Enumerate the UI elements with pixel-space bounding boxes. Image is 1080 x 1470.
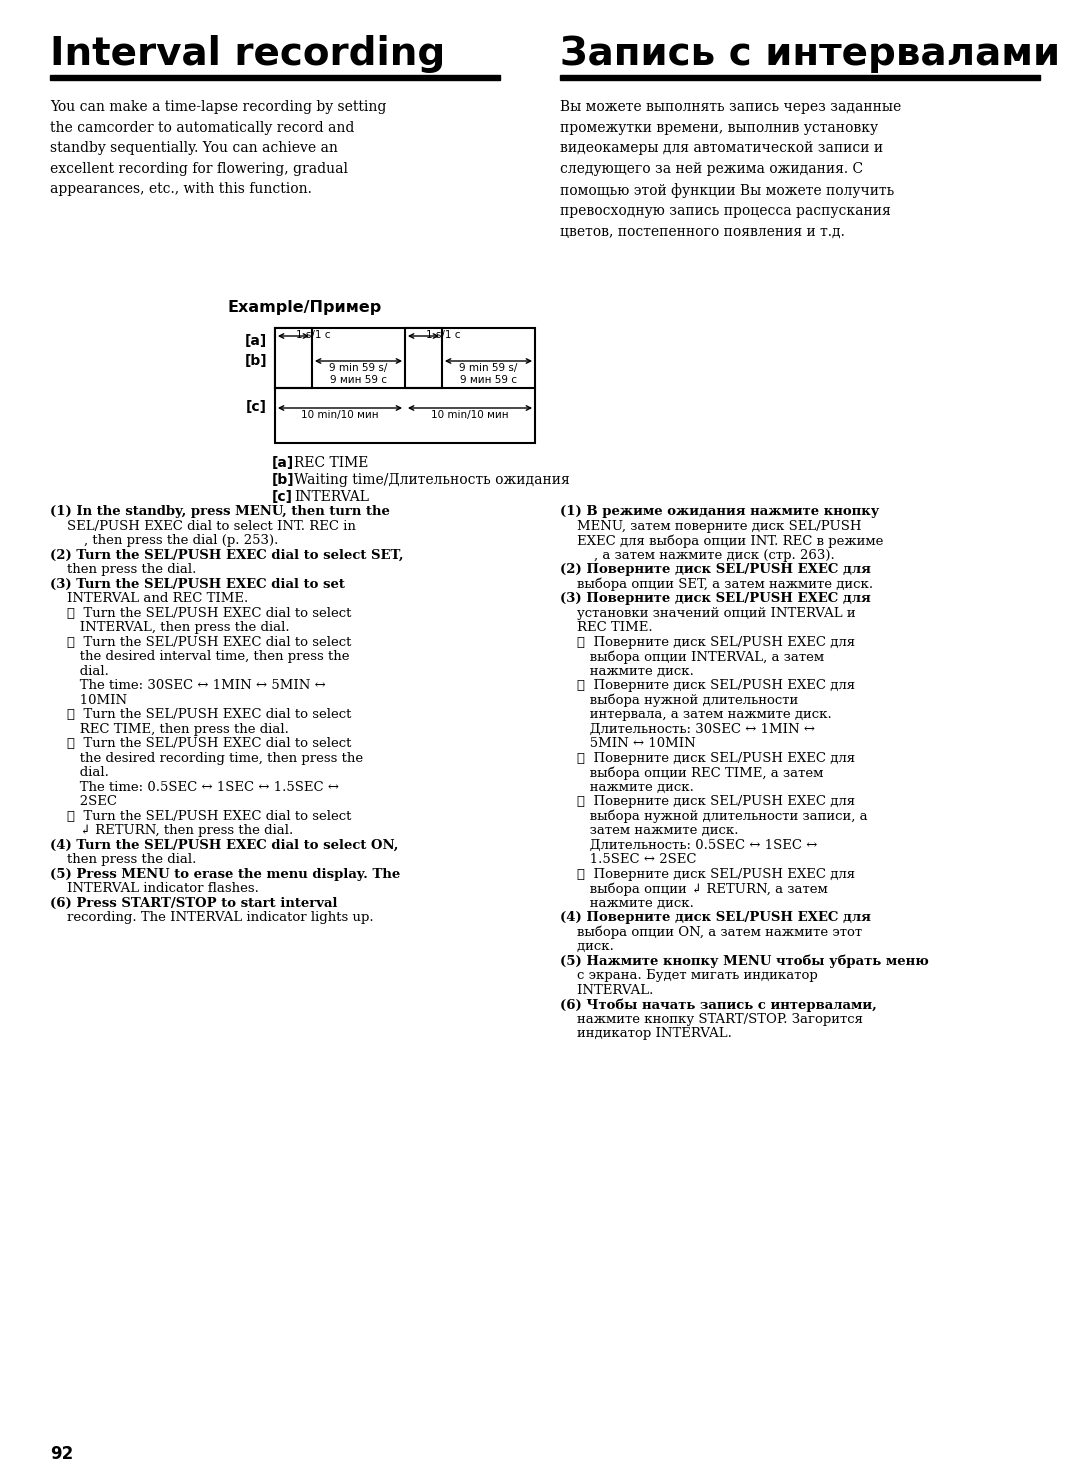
Text: Вы можете выполнять запись через заданные
промежутки времени, выполнив установку: Вы можете выполнять запись через заданны… [561, 100, 901, 240]
Text: выбора нужной длительности: выбора нужной длительности [561, 694, 798, 707]
Text: (1) In the standby, press MENU, then turn the: (1) In the standby, press MENU, then tur… [50, 506, 390, 517]
Text: выбора опции SET, а затем нажмите диск.: выбора опции SET, а затем нажмите диск. [561, 578, 873, 591]
Text: 1 s/1 с: 1 s/1 с [296, 329, 330, 340]
Text: REC TIME.: REC TIME. [561, 620, 652, 634]
Text: INTERVAL, then press the dial.: INTERVAL, then press the dial. [50, 620, 289, 634]
Text: выбора опции REC TIME, а затем: выбора опции REC TIME, а затем [561, 766, 823, 779]
Text: [a]: [a] [272, 456, 294, 470]
Text: INTERVAL indicator flashes.: INTERVAL indicator flashes. [50, 882, 259, 895]
Text: then press the dial.: then press the dial. [50, 563, 197, 576]
Text: REC TIME, then press the dial.: REC TIME, then press the dial. [50, 722, 288, 735]
Text: выбора нужной длительности записи, а: выбора нужной длительности записи, а [561, 810, 867, 823]
Text: нажмите кнопку START/STOP. Загорится: нажмите кнопку START/STOP. Загорится [561, 1013, 863, 1026]
Text: (6) Чтобы начать запись с интервалами,: (6) Чтобы начать запись с интервалами, [561, 998, 877, 1011]
Text: the desired interval time, then press the: the desired interval time, then press th… [50, 650, 350, 663]
Text: the desired recording time, then press the: the desired recording time, then press t… [50, 751, 363, 764]
Text: 2SEC: 2SEC [50, 795, 117, 809]
Text: SEL/PUSH EXEC dial to select INT. REC in: SEL/PUSH EXEC dial to select INT. REC in [50, 519, 356, 532]
Text: Example/Пример: Example/Пример [228, 300, 382, 315]
Text: с экрана. Будет мигать индикатор: с экрана. Будет мигать индикатор [561, 969, 818, 982]
Text: диск.: диск. [561, 939, 613, 953]
Text: [b]: [b] [244, 354, 267, 368]
Text: 1.5SEC ↔ 2SEC: 1.5SEC ↔ 2SEC [561, 853, 697, 866]
Text: REC TIME: REC TIME [294, 456, 368, 470]
Text: Запись с интервалами: Запись с интервалами [561, 35, 1061, 74]
Text: ⑤  Поверните диск SEL/PUSH EXEC для: ⑤ Поверните диск SEL/PUSH EXEC для [561, 867, 855, 881]
Text: ↲ RETURN, then press the dial.: ↲ RETURN, then press the dial. [50, 825, 294, 836]
Text: Interval recording: Interval recording [50, 35, 445, 74]
Text: The time: 30SEC ↔ 1MIN ↔ 5MIN ↔: The time: 30SEC ↔ 1MIN ↔ 5MIN ↔ [50, 679, 326, 692]
Text: ⑤  Turn the SEL/PUSH EXEC dial to select: ⑤ Turn the SEL/PUSH EXEC dial to select [50, 810, 351, 823]
Text: (4) Поверните диск SEL/PUSH EXEC для: (4) Поверните диск SEL/PUSH EXEC для [561, 911, 870, 925]
Text: (4) Turn the SEL/PUSH EXEC dial to select ON,: (4) Turn the SEL/PUSH EXEC dial to selec… [50, 838, 399, 851]
Text: индикатор INTERVAL.: индикатор INTERVAL. [561, 1028, 732, 1039]
Text: INTERVAL: INTERVAL [294, 490, 369, 504]
Text: затем нажмите диск.: затем нажмите диск. [561, 825, 739, 836]
Text: INTERVAL.: INTERVAL. [561, 983, 653, 997]
Bar [50, 75, 500, 79]
Text: 10MIN: 10MIN [50, 694, 127, 707]
Text: (6) Press START/STOP to start interval: (6) Press START/STOP to start interval [50, 897, 337, 910]
Text: выбора опции INTERVAL, а затем: выбора опции INTERVAL, а затем [561, 650, 824, 663]
Text: (5) Press MENU to erase the menu display. The: (5) Press MENU to erase the menu display… [50, 867, 401, 881]
Text: (2) Поверните диск SEL/PUSH EXEC для: (2) Поверните диск SEL/PUSH EXEC для [561, 563, 870, 576]
Text: then press the dial.: then press the dial. [50, 853, 197, 866]
Text: ③  Turn the SEL/PUSH EXEC dial to select: ③ Turn the SEL/PUSH EXEC dial to select [50, 709, 351, 720]
Text: 10 min/10 мин: 10 min/10 мин [431, 410, 509, 420]
Text: The time: 0.5SEC ↔ 1SEC ↔ 1.5SEC ↔: The time: 0.5SEC ↔ 1SEC ↔ 1.5SEC ↔ [50, 781, 339, 794]
Text: 92: 92 [50, 1445, 73, 1463]
Bar [405, 328, 442, 388]
Text: установки значений опций INTERVAL и: установки значений опций INTERVAL и [561, 607, 855, 619]
Bar [561, 75, 1040, 79]
Text: You can make a time-lapse recording by setting
the camcorder to automatically re: You can make a time-lapse recording by s… [50, 100, 387, 197]
Text: 10 min/10 мин: 10 min/10 мин [301, 410, 379, 420]
Text: выбора опции ON, а затем нажмите этот: выбора опции ON, а затем нажмите этот [561, 926, 862, 939]
Text: нажмите диск.: нажмите диск. [561, 664, 693, 678]
Text: , а затем нажмите диск (стр. 263).: , а затем нажмите диск (стр. 263). [561, 548, 835, 562]
Text: ②  Поверните диск SEL/PUSH EXEC для: ② Поверните диск SEL/PUSH EXEC для [561, 679, 855, 692]
Text: [c]: [c] [272, 490, 293, 504]
Text: (3) Поверните диск SEL/PUSH EXEC для: (3) Поверните диск SEL/PUSH EXEC для [561, 592, 870, 606]
Text: 5MIN ↔ 10MIN: 5MIN ↔ 10MIN [561, 736, 696, 750]
Text: dial.: dial. [50, 664, 109, 678]
Text: ②  Turn the SEL/PUSH EXEC dial to select: ② Turn the SEL/PUSH EXEC dial to select [50, 635, 351, 648]
Text: ①  Поверните диск SEL/PUSH EXEC для: ① Поверните диск SEL/PUSH EXEC для [561, 635, 855, 648]
Text: Длительность: 30SEC ↔ 1MIN ↔: Длительность: 30SEC ↔ 1MIN ↔ [561, 722, 815, 735]
Text: 9 min 59 s/
9 мин 59 с: 9 min 59 s/ 9 мин 59 с [459, 363, 517, 385]
Text: (2) Turn the SEL/PUSH EXEC dial to select SET,: (2) Turn the SEL/PUSH EXEC dial to selec… [50, 548, 404, 562]
Text: [b]: [b] [272, 473, 295, 487]
Bar [275, 328, 535, 442]
Text: (3) Turn the SEL/PUSH EXEC dial to set: (3) Turn the SEL/PUSH EXEC dial to set [50, 578, 345, 591]
Text: EXEC для выбора опции INT. REC в режиме: EXEC для выбора опции INT. REC в режиме [561, 534, 883, 547]
Text: 1 s/1 с: 1 s/1 с [426, 329, 460, 340]
Bar [275, 328, 312, 388]
Text: ①  Turn the SEL/PUSH EXEC dial to select: ① Turn the SEL/PUSH EXEC dial to select [50, 607, 351, 619]
Text: INTERVAL and REC TIME.: INTERVAL and REC TIME. [50, 592, 248, 606]
Text: ④  Turn the SEL/PUSH EXEC dial to select: ④ Turn the SEL/PUSH EXEC dial to select [50, 736, 351, 750]
Text: MENU, затем поверните диск SEL/PUSH: MENU, затем поверните диск SEL/PUSH [561, 519, 862, 532]
Text: , then press the dial (p. 253).: , then press the dial (p. 253). [50, 534, 279, 547]
Text: ③  Поверните диск SEL/PUSH EXEC для: ③ Поверните диск SEL/PUSH EXEC для [561, 751, 855, 764]
Text: [c]: [c] [246, 400, 267, 415]
Text: Waiting time/Длительность ожидания: Waiting time/Длительность ожидания [294, 473, 570, 487]
Text: recording. The INTERVAL indicator lights up.: recording. The INTERVAL indicator lights… [50, 911, 374, 925]
Text: [a]: [a] [245, 334, 267, 348]
Text: выбора опции ↲ RETURN, а затем: выбора опции ↲ RETURN, а затем [561, 882, 827, 895]
Text: нажмите диск.: нажмите диск. [561, 897, 693, 910]
Text: интервала, а затем нажмите диск.: интервала, а затем нажмите диск. [561, 709, 832, 720]
Text: dial.: dial. [50, 766, 109, 779]
Text: Длительность: 0.5SEC ↔ 1SEC ↔: Длительность: 0.5SEC ↔ 1SEC ↔ [561, 838, 818, 851]
Text: (5) Нажмите кнопку MENU чтобы убрать меню: (5) Нажмите кнопку MENU чтобы убрать мен… [561, 954, 929, 969]
Text: нажмите диск.: нажмите диск. [561, 781, 693, 794]
Text: 9 min 59 s/
9 мин 59 с: 9 min 59 s/ 9 мин 59 с [329, 363, 388, 385]
Text: ④  Поверните диск SEL/PUSH EXEC для: ④ Поверните диск SEL/PUSH EXEC для [561, 795, 855, 809]
Text: (1) В режиме ожидания нажмите кнопку: (1) В режиме ожидания нажмите кнопку [561, 506, 879, 517]
